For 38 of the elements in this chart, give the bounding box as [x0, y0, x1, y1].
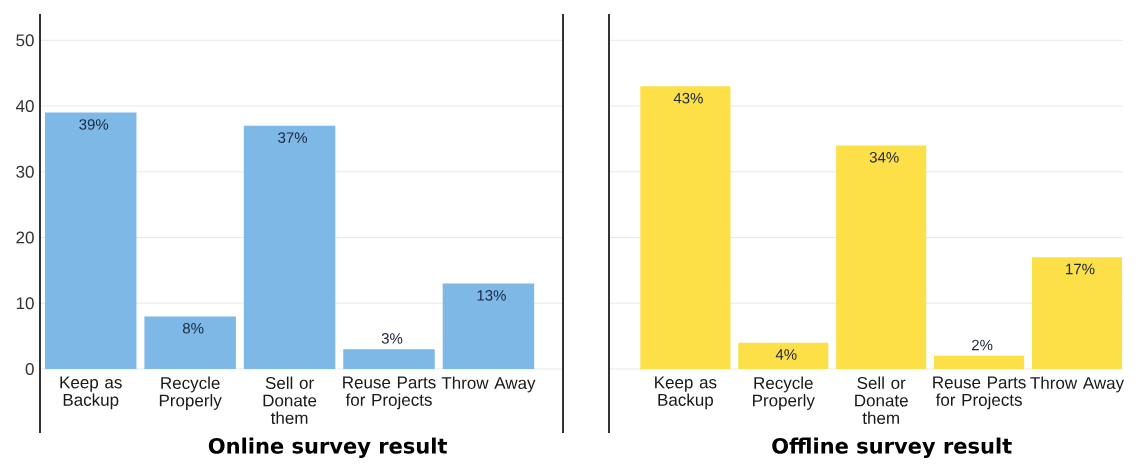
text: Offline survey result — [772, 437, 1012, 459]
y-tick-label: 20 — [16, 231, 34, 244]
bar — [44, 112, 137, 369]
x-tick-label: Recycle Properly — [159, 376, 222, 410]
x-tick-label: Keep as Backup — [60, 376, 122, 410]
x-tick-label: Keep as Backup — [655, 376, 717, 410]
data-label: 37% — [278, 132, 308, 143]
data-label: 17% — [1066, 263, 1095, 275]
x-tick-label: Throw Away — [441, 376, 536, 393]
x-tick-label: Sell or Donate them — [263, 376, 317, 425]
x-tick-label: Sell or Donate them — [855, 376, 908, 425]
x-tick-label: Reuse Parts for Projects — [343, 376, 436, 410]
y-tick-label: 50 — [16, 34, 34, 47]
bar — [343, 349, 435, 369]
bar — [738, 342, 829, 369]
bar — [640, 86, 731, 369]
bar — [243, 125, 336, 369]
bar — [836, 145, 927, 369]
data-label: 43% — [673, 92, 703, 104]
data-label: 13% — [477, 290, 506, 301]
bar — [144, 316, 236, 369]
y-tick-label: 10 — [16, 297, 34, 310]
x-tick-label: Throw Away — [1030, 376, 1125, 393]
data-label: 34% — [869, 152, 899, 163]
y-tick-label: 30 — [16, 165, 34, 178]
data-label: 8% — [182, 322, 204, 334]
bar — [934, 355, 1025, 369]
data-label: 3% — [381, 333, 403, 344]
bar — [1031, 257, 1123, 369]
x-tick-label: Reuse Parts for Projects — [933, 376, 1026, 410]
y-tick-label: 0 — [25, 362, 34, 376]
text: Online survey result — [208, 437, 448, 459]
data-label: 39% — [79, 119, 109, 130]
data-label: 4% — [775, 349, 797, 360]
y-tick-label: 40 — [15, 100, 34, 113]
data-label: 2% — [972, 339, 993, 351]
x-tick-label: Recycle Properly — [753, 376, 815, 410]
bar — [442, 283, 535, 369]
